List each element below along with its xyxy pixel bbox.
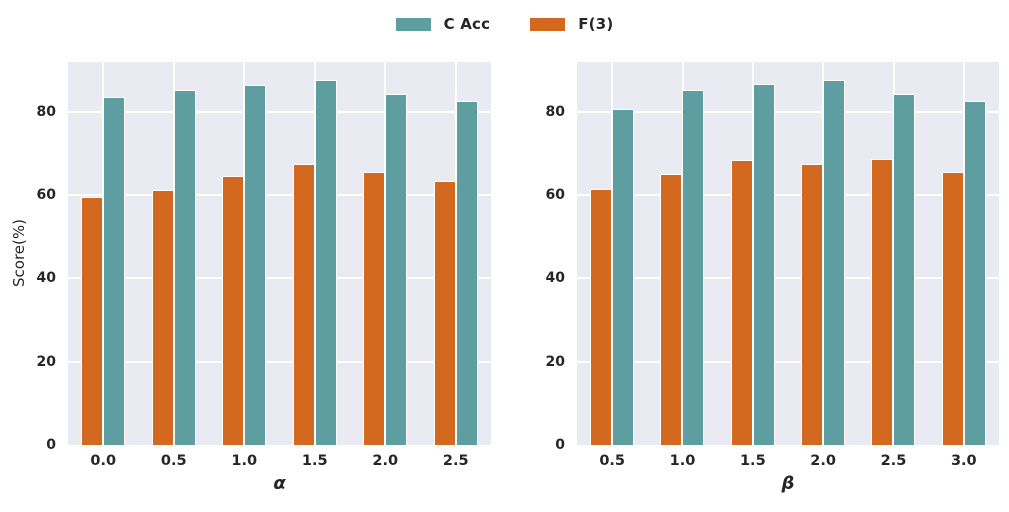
y-tick-label: 40 xyxy=(545,270,565,287)
bar-group-2.0 xyxy=(350,62,421,445)
legend-item-f3: F(3) xyxy=(530,15,613,33)
alpha-chart-plot-area xyxy=(68,62,491,445)
y-tick-label: 20 xyxy=(545,353,565,370)
bar-group-1.0 xyxy=(209,62,280,445)
bar-C Acc-2.5 xyxy=(455,100,478,445)
y-tick-label: 40 xyxy=(36,270,56,287)
x-tick-label: 0.5 xyxy=(599,453,625,469)
bar-F(3)-2.0 xyxy=(363,171,386,445)
bar-group-2.5 xyxy=(858,62,928,445)
bar-F(3)-2.5 xyxy=(871,158,894,445)
gridline-horizontal xyxy=(577,277,999,280)
gridline-horizontal xyxy=(68,277,491,280)
legend: C Acc F(3) xyxy=(0,15,1009,33)
bar-F(3)-3.0 xyxy=(941,171,964,445)
y-tick-label: 0 xyxy=(555,437,565,453)
alpha-chart-x-ticks: 0.0 0.5 1.0 1.5 2.0 2.5 xyxy=(68,453,491,469)
legend-label-f3: F(3) xyxy=(578,15,614,33)
legend-item-cacc: C Acc xyxy=(395,15,491,33)
bar-C Acc-2.5 xyxy=(893,93,916,445)
x-tick-label: 2.5 xyxy=(880,453,907,469)
beta-chart-plot-area xyxy=(577,62,999,445)
bar-F(3)-0.5 xyxy=(590,188,613,445)
cacc-color-swatch-icon xyxy=(395,17,431,31)
x-tick-label: 1.0 xyxy=(669,453,696,469)
gridline-horizontal xyxy=(577,360,999,363)
bar-group-2.0 xyxy=(788,62,858,445)
gridline-horizontal xyxy=(577,194,999,197)
bar-F(3)-1.5 xyxy=(292,164,315,445)
gridline-horizontal xyxy=(577,110,999,113)
y-tick-label: 60 xyxy=(36,187,56,204)
bar-groups xyxy=(68,62,491,445)
bar-group-2.5 xyxy=(421,62,492,445)
bar-C Acc-2.0 xyxy=(385,93,408,445)
bar-group-0.5 xyxy=(577,62,647,445)
bar-C Acc-1.5 xyxy=(314,79,337,445)
bar-F(3)-2.0 xyxy=(801,163,824,445)
bar-F(3)-1.0 xyxy=(660,174,683,445)
bar-C Acc-3.0 xyxy=(963,100,986,445)
f3-color-swatch-icon xyxy=(530,17,566,31)
y-tick-label: 80 xyxy=(545,103,565,120)
y-tick-label: 20 xyxy=(36,353,56,370)
x-tick-label: 2.0 xyxy=(810,453,836,469)
alpha-axis-title: α xyxy=(273,473,286,494)
bar-group-1.5 xyxy=(280,62,351,445)
bar-C Acc-1.0 xyxy=(682,90,705,445)
x-tick-label: 1.5 xyxy=(301,453,328,469)
x-tick-label: 3.0 xyxy=(950,453,977,469)
x-tick-label: 2.0 xyxy=(372,453,399,469)
gridline-horizontal xyxy=(68,194,491,197)
legend-label-cacc: C Acc xyxy=(443,15,491,33)
gridline-horizontal xyxy=(68,110,491,113)
bar-F(3)-0.5 xyxy=(151,189,174,445)
beta-axis-title: β xyxy=(781,473,795,494)
bar-C Acc-2.0 xyxy=(823,79,846,445)
bar-group-1.0 xyxy=(647,62,717,445)
x-tick-label: 1.5 xyxy=(739,453,766,469)
gridline-horizontal xyxy=(68,360,491,363)
y-tick-label: 0 xyxy=(46,437,56,453)
beta-chart-x-ticks: 0.5 1.0 1.5 2.0 2.5 3.0 xyxy=(577,453,999,469)
y-tick-label: 80 xyxy=(36,103,56,120)
x-tick-label: 0.5 xyxy=(160,453,187,469)
y-tick-label: 60 xyxy=(545,187,565,204)
bar-groups xyxy=(577,62,999,445)
bar-F(3)-0.0 xyxy=(81,196,104,445)
bar-group-3.0 xyxy=(929,62,999,445)
bar-F(3)-1.5 xyxy=(730,160,753,445)
x-tick-label: 1.0 xyxy=(231,453,258,469)
x-tick-label: 2.5 xyxy=(442,453,469,469)
x-tick-label: 0.0 xyxy=(90,453,117,469)
bar-C Acc-1.0 xyxy=(244,84,267,445)
bar-C Acc-1.5 xyxy=(752,84,775,445)
bar-group-0.0 xyxy=(68,62,139,445)
bar-group-1.5 xyxy=(718,62,788,445)
bar-F(3)-2.5 xyxy=(433,181,456,445)
bar-C Acc-0.5 xyxy=(612,109,635,445)
bar-group-0.5 xyxy=(139,62,210,445)
bar-C Acc-0.0 xyxy=(103,96,126,445)
bar-C Acc-0.5 xyxy=(173,90,196,445)
bar-F(3)-1.0 xyxy=(222,176,245,445)
